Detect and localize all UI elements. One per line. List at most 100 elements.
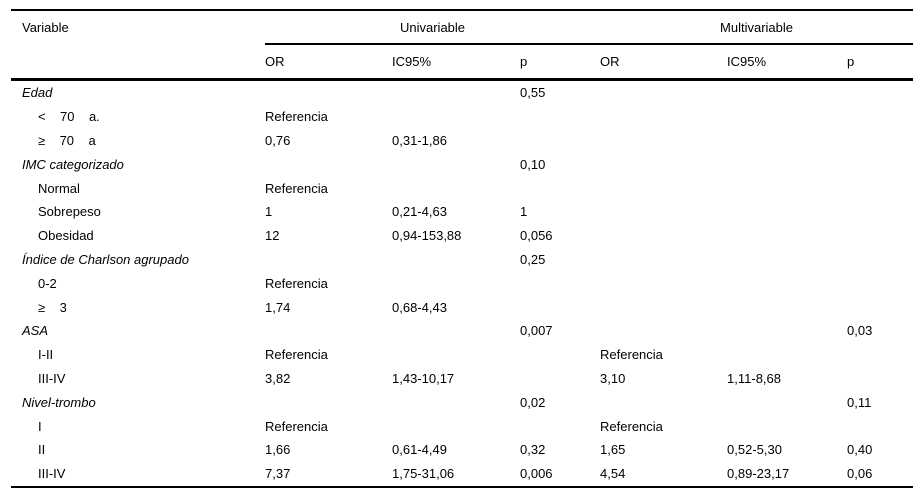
- p-multivariable-cell: 0,11: [847, 394, 872, 410]
- or-univariable-cell: 7,37: [265, 466, 291, 482]
- or-univariable-cell: 1: [265, 204, 273, 220]
- variable-item-label: III-IV: [38, 370, 66, 386]
- ic95-univariable-cell: [392, 390, 520, 414]
- or-univariable-cell: [265, 390, 392, 414]
- p-multivariable-cell: [847, 129, 913, 153]
- ic95-multivariable-cell: [727, 390, 847, 414]
- ic95-univariable-cell: 1,43-10,17: [392, 370, 455, 386]
- variable-item-label: ≥ 3: [38, 299, 67, 315]
- or-multivariable-cell: [600, 80, 727, 105]
- variable-item-label: Normal: [38, 180, 80, 196]
- p-multivariable-cell: 0,40: [847, 442, 873, 458]
- variable-item-label: Sobrepeso: [38, 204, 101, 220]
- p-multivariable-cell: [847, 200, 913, 224]
- ic95-multivariable-cell: [727, 105, 847, 129]
- variable-item-label: II: [38, 442, 46, 458]
- p-univariable-cell: 0,02: [520, 394, 546, 410]
- p-multivariable-cell: [847, 105, 913, 129]
- ic95-multivariable-cell: [727, 414, 847, 438]
- p-univariable-cell: 1: [520, 204, 528, 220]
- p-multivariable-cell: [847, 248, 913, 272]
- p-multivariable-cell: [847, 414, 913, 438]
- p-univariable-cell: [520, 271, 600, 295]
- table-row: Obesidad 12 0,94-153,88 0,056: [11, 224, 913, 248]
- p-multivariable-cell: [847, 152, 913, 176]
- ic95-multivariable-cell: [727, 319, 847, 343]
- p-univariable-cell: 0,55: [520, 85, 546, 101]
- ic95-univariable-cell: 0,21-4,63: [392, 204, 447, 220]
- column-header-variable: Variable: [22, 20, 69, 35]
- p-univariable-cell: 0,006: [520, 466, 553, 482]
- ic95-multivariable-cell: [727, 295, 847, 319]
- table-row: 0-2 Referencia: [11, 271, 913, 295]
- or-multivariable-cell: [600, 319, 727, 343]
- column-header-p-univariable: p: [520, 44, 601, 81]
- table-row: Nivel-trombo 0,02 0,11: [11, 390, 913, 414]
- p-univariable-cell: 0,056: [520, 228, 553, 244]
- p-univariable-cell: 0,25: [520, 251, 546, 267]
- or-univariable-cell: 0,76: [265, 132, 291, 148]
- table-row: I-II Referencia Referencia: [11, 343, 913, 367]
- variable-group-label: Nivel-trombo: [22, 394, 96, 410]
- ic95-univariable-cell: 0,94-153,88: [392, 228, 462, 244]
- or-multivariable-cell: [600, 176, 727, 200]
- p-univariable-cell: [520, 367, 600, 391]
- variable-group-label: Edad: [22, 85, 53, 101]
- p-multivariable-cell: [847, 295, 913, 319]
- table-row: Índice de Charlson agrupado 0,25: [11, 248, 913, 272]
- table-row: ≥ 70 a 0,76 0,31-1,86: [11, 129, 913, 153]
- p-multivariable-cell: 0,03: [847, 323, 873, 339]
- ic95-multivariable-cell: 1,11-8,68: [727, 370, 781, 386]
- ic95-multivariable-cell: [727, 129, 847, 153]
- p-multivariable-cell: [847, 367, 913, 391]
- ic95-multivariable-cell: 0,52-5,30: [727, 442, 782, 458]
- column-header-or-univariable: OR: [265, 44, 392, 81]
- ic95-multivariable-cell: [727, 271, 847, 295]
- ic95-univariable-cell: [392, 176, 520, 200]
- or-univariable-cell: [265, 152, 392, 176]
- p-univariable-cell: [520, 343, 600, 367]
- table-body: Edad 0,55 < 70 a. Referencia ≥ 70 a 0,76 0,31-…: [11, 80, 913, 487]
- or-multivariable-cell: [600, 248, 727, 272]
- ic95-univariable-cell: 0,31-1,86: [392, 132, 447, 148]
- p-univariable-cell: 0,10: [520, 156, 546, 172]
- or-univariable-cell: 1,74: [265, 299, 291, 315]
- column-header-or-multivariable: OR: [600, 44, 728, 81]
- or-multivariable-cell: 3,10: [600, 370, 626, 386]
- table-header: Variable Univariable Multivariable OR IC…: [11, 10, 914, 81]
- table-row: Edad 0,55: [11, 80, 913, 105]
- table-row: I Referencia Referencia: [11, 414, 913, 438]
- column-header-empty: [11, 44, 265, 81]
- ic95-univariable-cell: [392, 319, 520, 343]
- variable-item-label: 0-2: [38, 275, 57, 291]
- p-multivariable-cell: [847, 80, 913, 105]
- or-univariable-cell: [265, 80, 392, 105]
- p-univariable-cell: [520, 105, 600, 129]
- ic95-multivariable-cell: 0,89-23,17: [727, 466, 790, 482]
- p-multivariable-cell: [847, 271, 913, 295]
- variable-group-label: IMC categorizado: [22, 156, 124, 172]
- table-row: Sobrepeso 1 0,21-4,63 1: [11, 200, 913, 224]
- ic95-univariable-cell: 0,68-4,43: [392, 299, 447, 315]
- ic95-multivariable-cell: [727, 200, 847, 224]
- column-header-ic95-multivariable: IC95%: [727, 44, 848, 81]
- ic95-univariable-cell: [392, 248, 520, 272]
- p-multivariable-cell: [847, 224, 913, 248]
- or-multivariable-cell: [600, 200, 727, 224]
- or-multivariable-cell: [600, 295, 727, 319]
- variable-item-label: III-IV: [38, 466, 66, 482]
- or-multivariable-cell: [600, 224, 727, 248]
- ic95-univariable-cell: 0,61-4,49: [392, 442, 447, 458]
- or-univariable-cell: 1,66: [265, 442, 291, 458]
- variable-item-label: I: [38, 418, 42, 434]
- p-univariable-cell: [520, 129, 600, 153]
- table-row: ASA 0,007 0,03: [11, 319, 913, 343]
- ic95-multivariable-cell: [727, 80, 847, 105]
- table-row: III-IV 7,37 1,75-31,06 0,006 4,54 0,89-23,17 0…: [11, 462, 913, 487]
- ic95-univariable-cell: [392, 105, 520, 129]
- ic95-multivariable-cell: [727, 176, 847, 200]
- table-row: Normal Referencia: [11, 176, 913, 200]
- column-group-multivariable: Multivariable: [600, 10, 914, 45]
- or-univariable-cell: [265, 319, 392, 343]
- ic95-univariable-cell: [392, 414, 520, 438]
